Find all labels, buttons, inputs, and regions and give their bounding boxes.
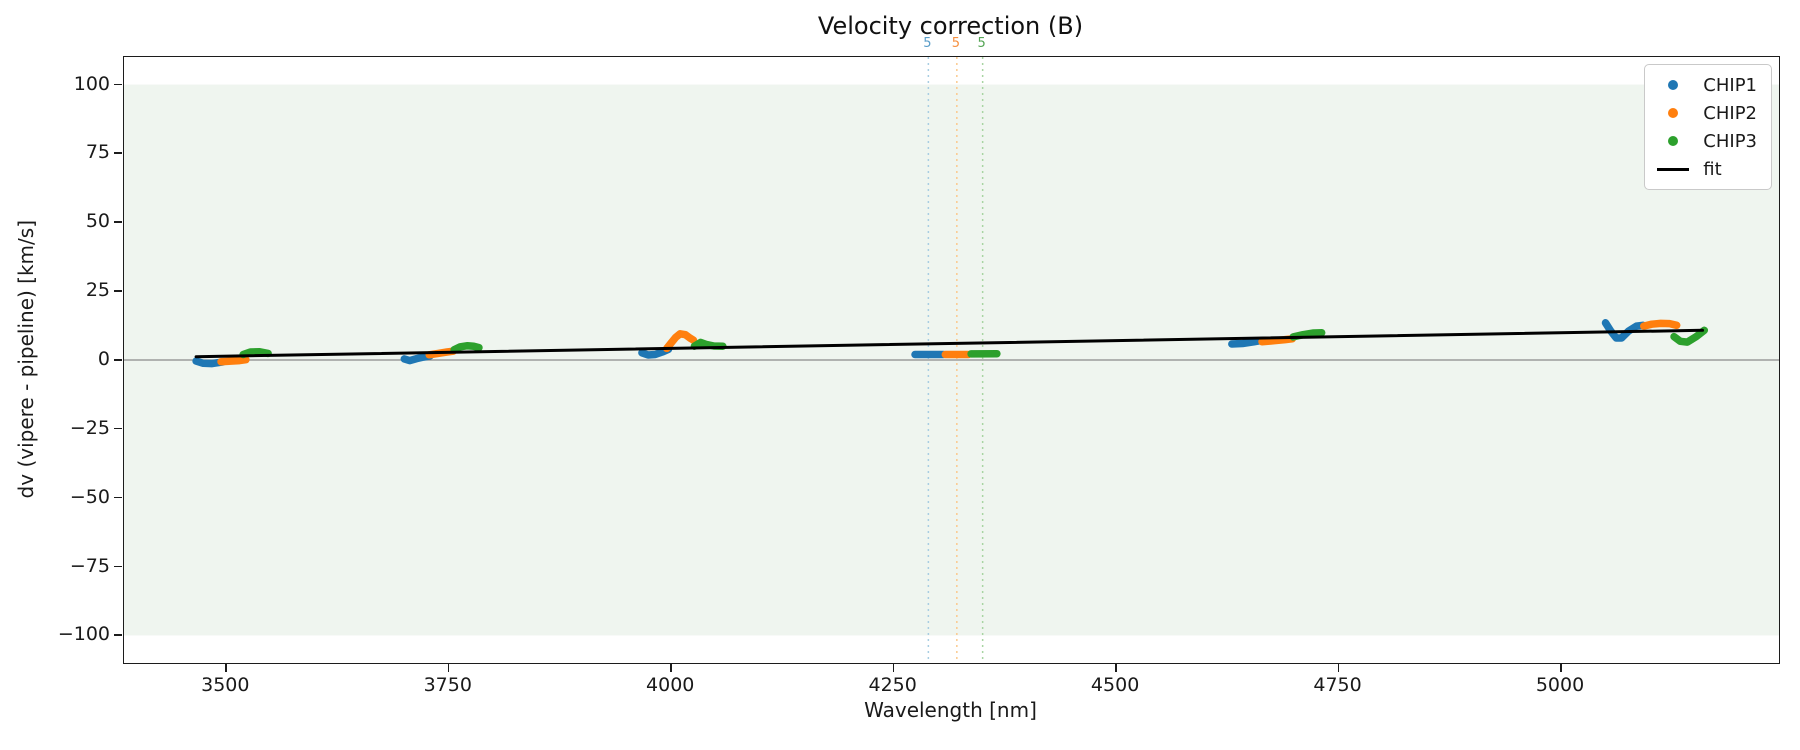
legend-label: CHIP3 (1703, 130, 1757, 152)
plot-canvas (124, 57, 1779, 663)
x-axis-label: Wavelength [nm] (864, 698, 1037, 722)
y-tick-mark (114, 359, 122, 361)
scatter-cluster-chip3-3 (690, 338, 727, 350)
y-axis-label-wrap: dv (vipere - pipeline) [km/s] (12, 56, 40, 662)
x-tick-mark (892, 664, 895, 672)
legend-line-icon (1657, 167, 1690, 171)
y-tick-label: −75 (69, 554, 110, 577)
y-tick-mark (114, 427, 122, 430)
legend: CHIP1 CHIP2 CHIP3 fit (1644, 64, 1772, 190)
scatter-cluster-chip3-6 (1670, 326, 1709, 346)
legend-dot-icon (1668, 108, 1679, 118)
y-axis-label: dv (vipere - pipeline) [km/s] (14, 219, 38, 499)
y-tick-mark (114, 634, 122, 637)
legend-dot-icon (1657, 80, 1689, 90)
scatter-cluster-chip2-5 (1258, 335, 1297, 346)
legend-dot-icon (1668, 80, 1679, 90)
legend-item-chip1: CHIP1 (1657, 73, 1757, 97)
scatter-cluster-chip3-2 (450, 341, 483, 354)
y-tick-mark (114, 221, 122, 223)
legend-dot-icon (1657, 108, 1689, 118)
x-tick-mark (225, 664, 227, 672)
y-tick-label: 50 (85, 210, 110, 233)
fit-line (194, 328, 1704, 359)
legend-dot-icon (1668, 136, 1679, 146)
x-tick-mark (447, 664, 450, 672)
x-tick-label: 4000 (646, 674, 695, 696)
scatter-cluster-chip3-5 (1289, 328, 1326, 341)
x-tick-mark (1337, 664, 1340, 672)
y-tick-label: −25 (69, 416, 110, 439)
chart-title: Velocity correction (B) (817, 12, 1084, 40)
x-tick-label: 4750 (1313, 674, 1362, 696)
y-tick-label: 25 (85, 279, 110, 302)
y-tick-label: 0 (97, 348, 110, 370)
scatter-cluster-chip3-1 (239, 347, 272, 359)
y-tick-mark (114, 565, 122, 568)
y-tick-mark (114, 496, 122, 499)
plot-area (123, 56, 1780, 664)
vline-label-1: 5 (923, 36, 932, 51)
legend-item-chip3: CHIP3 (1657, 129, 1757, 153)
y-tick-label: −100 (57, 623, 110, 646)
x-tick-label: 4500 (1090, 674, 1140, 696)
vline-label-2: 5 (951, 36, 960, 51)
scatter-cluster-chip2-6 (1640, 319, 1681, 330)
x-tick-mark (670, 664, 672, 672)
y-tick-label: −50 (69, 485, 110, 508)
x-tick-label: 3750 (423, 674, 472, 696)
y-tick-mark (114, 83, 122, 86)
legend-label: fit (1703, 158, 1722, 180)
x-tick-mark (1560, 664, 1562, 672)
x-tick-label: 4250 (868, 674, 917, 696)
y-tick-label: 100 (73, 72, 110, 95)
vline-label-3: 5 (977, 36, 986, 51)
y-tick-mark (114, 290, 122, 292)
x-tick-mark (1115, 664, 1117, 672)
x-tick-label: 3500 (201, 674, 250, 696)
legend-label: CHIP1 (1703, 74, 1757, 96)
legend-item-fit: fit (1657, 157, 1757, 181)
scatter-cluster-chip2-3 (663, 330, 698, 353)
legend-item-chip2: CHIP2 (1657, 101, 1757, 125)
legend-dot-icon (1657, 136, 1689, 146)
legend-line-icon (1657, 167, 1690, 171)
scatter-cluster-chip2-1 (217, 355, 250, 366)
y-tick-label: 75 (85, 141, 110, 164)
y-tick-mark (114, 152, 122, 154)
legend-label: CHIP2 (1703, 102, 1757, 124)
scatter-cluster-chip1-5 (1228, 336, 1267, 348)
x-tick-label: 5000 (1535, 674, 1585, 696)
